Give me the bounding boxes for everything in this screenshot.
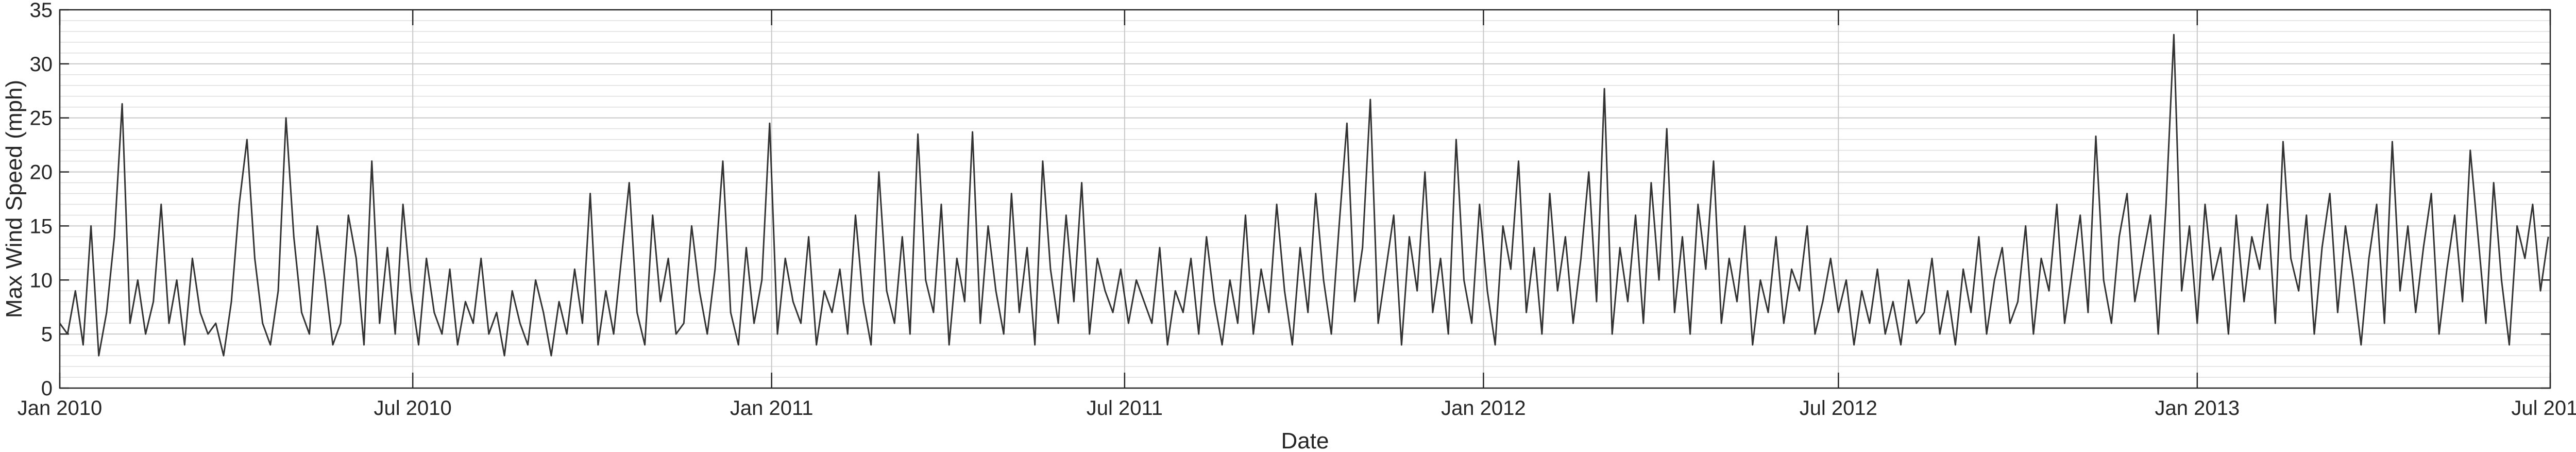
plot-area [60, 10, 2550, 388]
x-tick-label: Jul 2013 [2511, 397, 2576, 420]
y-tick-label: 20 [30, 161, 53, 184]
y-axis-label: Max Wind Speed (mph) [2, 80, 27, 318]
y-tick-label: 10 [30, 269, 53, 292]
plot-frame [59, 9, 2551, 389]
x-tick-label: Jul 2012 [1800, 397, 1877, 420]
y-tick-label: 35 [30, 0, 53, 22]
y-tick-label: 5 [41, 323, 53, 346]
y-tick-label: 0 [41, 377, 53, 400]
x-tick-label: Jan 2013 [2155, 397, 2240, 420]
x-tick-label: Jan 2012 [1441, 397, 1526, 420]
x-tick-label: Jan 2010 [18, 397, 103, 420]
x-tick-label: Jul 2010 [374, 397, 452, 420]
x-axis-label: Date [1281, 428, 1329, 452]
data-line [59, 34, 2549, 357]
x-tick-label: Jul 2011 [1087, 397, 1163, 420]
y-tick-label: 15 [30, 215, 53, 238]
y-tick-label: 25 [30, 107, 53, 130]
y-tick-label: 30 [30, 53, 53, 76]
x-tick-label: Jan 2011 [730, 397, 814, 420]
